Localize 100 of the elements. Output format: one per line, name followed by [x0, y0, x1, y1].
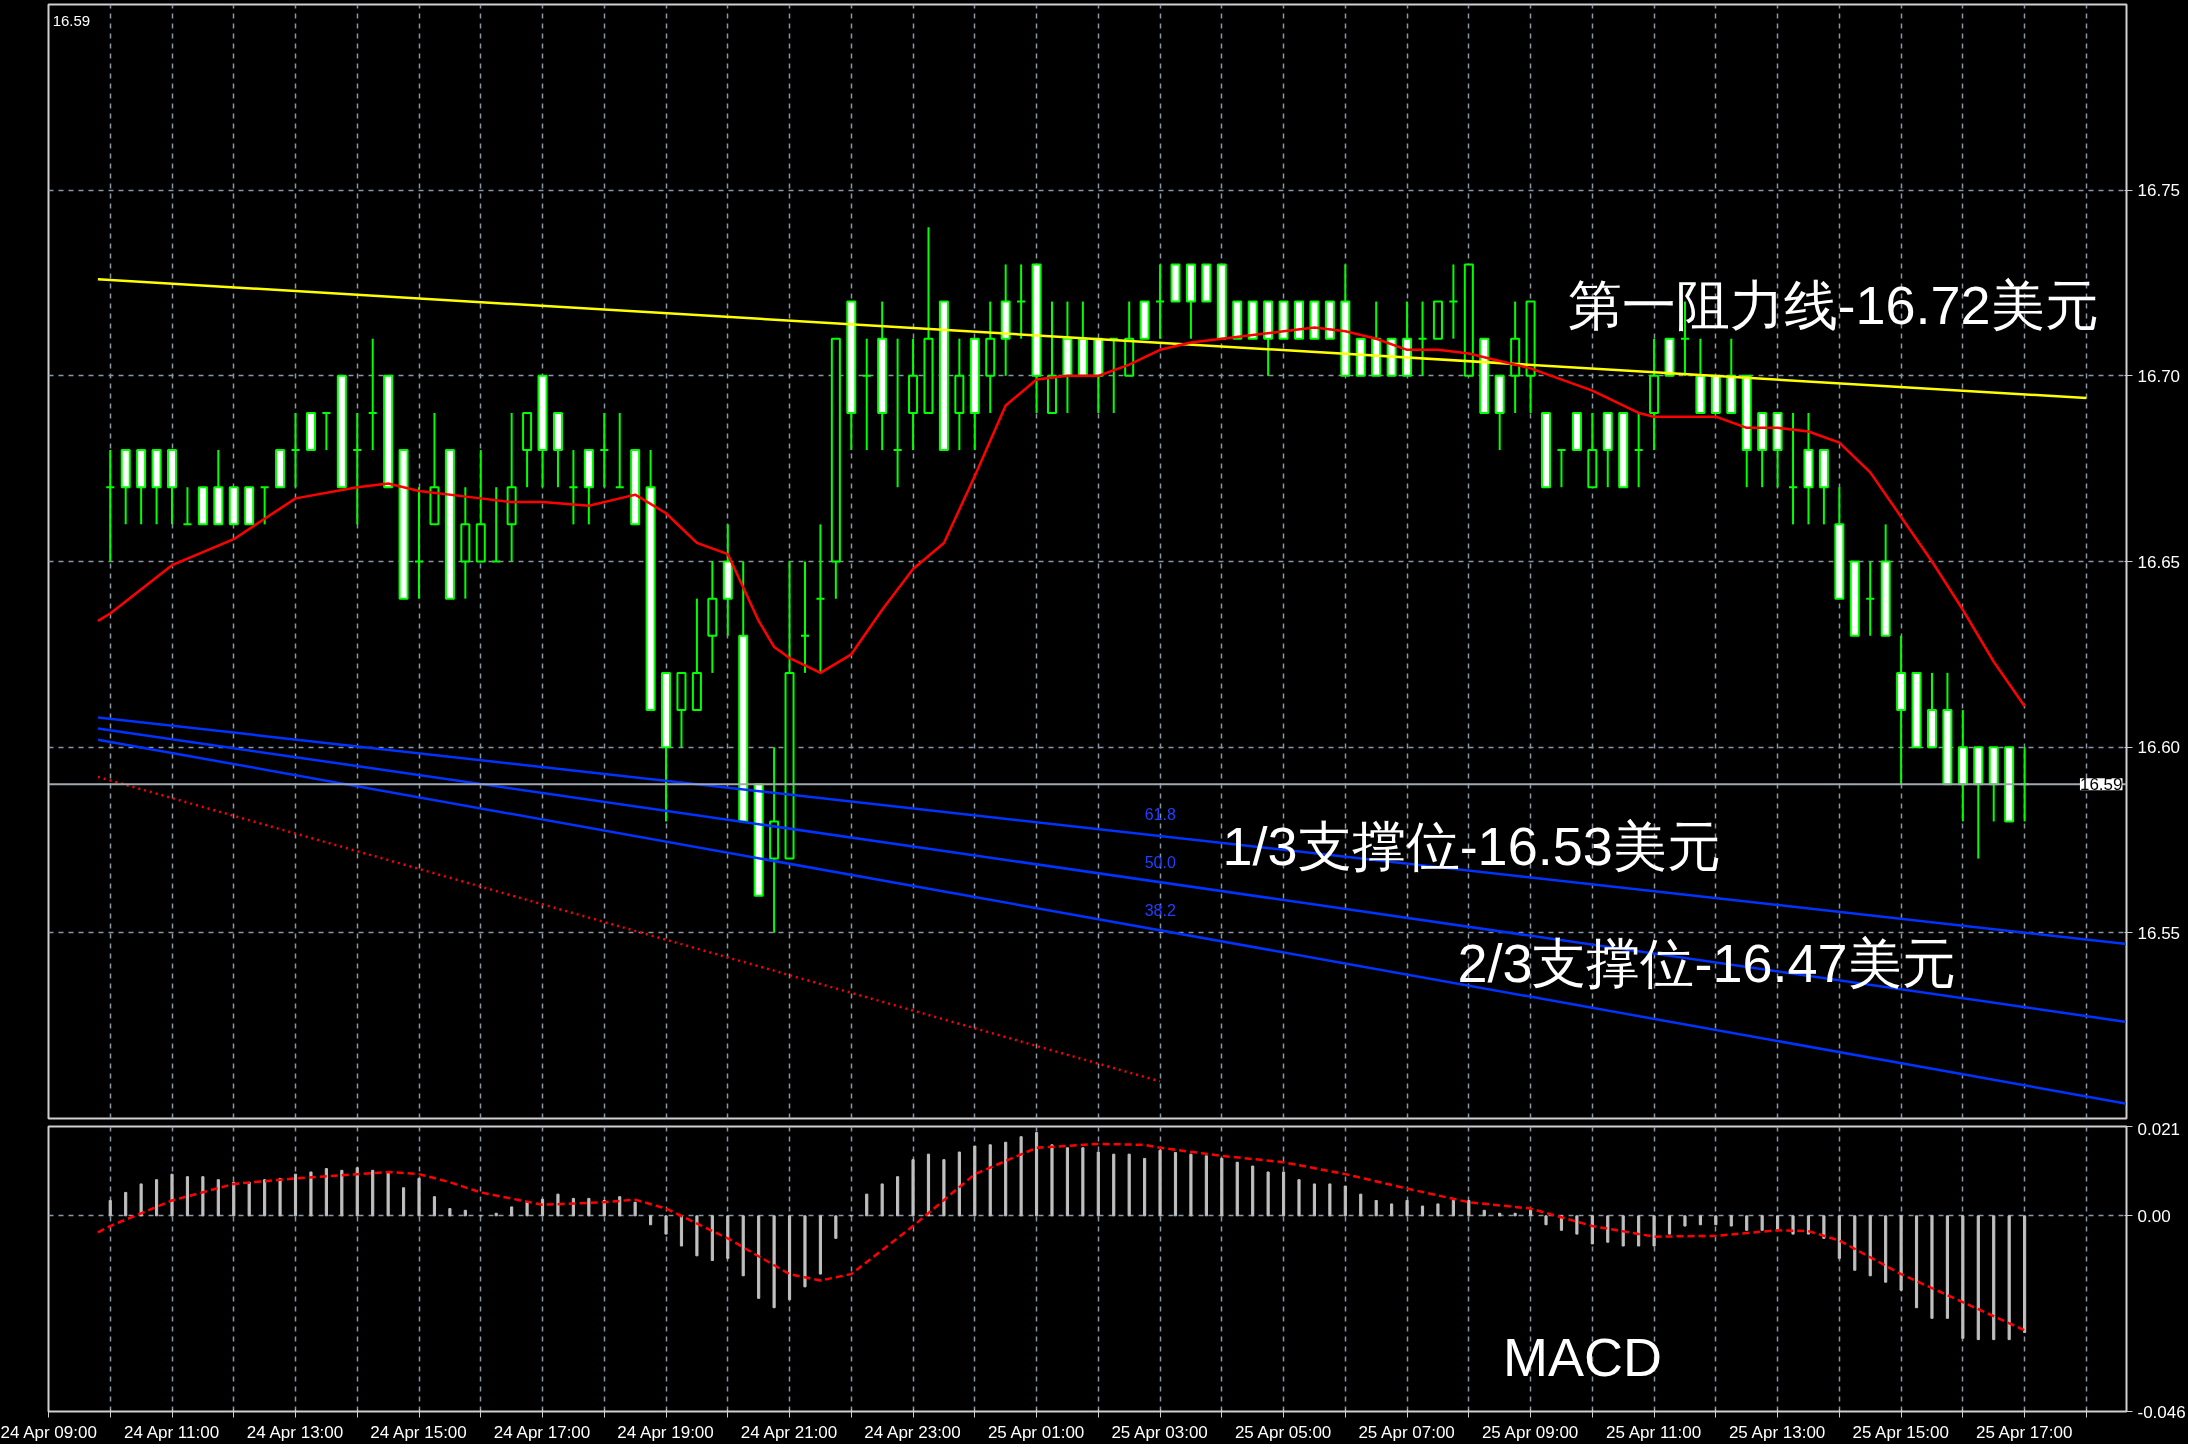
bar	[1837, 1215, 1841, 1259]
y-tick-label: 16.75	[2137, 181, 2181, 201]
bar	[1745, 1215, 1749, 1231]
bar	[803, 1215, 807, 1288]
bar	[1652, 1215, 1656, 1247]
bar	[1513, 1212, 1517, 1217]
bar	[216, 1179, 220, 1217]
bar	[1791, 1215, 1795, 1235]
bar	[170, 1173, 174, 1217]
bar	[1019, 1136, 1023, 1217]
bar	[402, 1187, 406, 1217]
bar	[1992, 1215, 1996, 1341]
bar	[1976, 1215, 1980, 1341]
bar	[1868, 1215, 1872, 1277]
bar	[1390, 1203, 1394, 1217]
bar	[1529, 1209, 1533, 1217]
bar	[726, 1215, 730, 1259]
bar	[957, 1151, 961, 1217]
annotation: 16.59	[52, 12, 91, 30]
bar	[1683, 1215, 1687, 1227]
bar	[525, 1201, 529, 1217]
bar	[324, 1168, 328, 1217]
y-tick-label: 0.00	[2137, 1206, 2171, 1226]
x-tick-label: 25 Apr 15:00	[1852, 1422, 1949, 1442]
bar	[1204, 1155, 1208, 1217]
annotation: 38.2	[1144, 902, 1176, 920]
bar	[926, 1153, 931, 1217]
y-tick-label: 0.021	[2137, 1119, 2181, 1139]
bar	[1606, 1215, 1610, 1243]
x-tick-label: 24 Apr 23:00	[864, 1422, 961, 1442]
bar	[911, 1159, 915, 1217]
bar	[1235, 1161, 1239, 1217]
bar	[1189, 1153, 1193, 1217]
y-tick-label: 16.60	[2137, 738, 2181, 758]
bar	[679, 1215, 684, 1247]
bar	[1621, 1215, 1625, 1247]
bar	[1884, 1215, 1888, 1283]
x-tick-label: 25 Apr 11:00	[1606, 1422, 1702, 1442]
bar	[124, 1191, 128, 1217]
bar	[1127, 1153, 1131, 1217]
x-tick-label: 25 Apr 09:00	[1481, 1422, 1579, 1442]
bar	[772, 1215, 776, 1309]
bar	[695, 1215, 699, 1257]
bar	[633, 1201, 637, 1217]
bar	[1297, 1179, 1301, 1217]
x-tick-label: 25 Apr 07:00	[1358, 1422, 1455, 1442]
bar	[880, 1183, 884, 1217]
bar	[988, 1144, 992, 1217]
bar	[1899, 1215, 1903, 1291]
bar	[1961, 1215, 1965, 1339]
bar	[896, 1176, 900, 1217]
bar	[1930, 1215, 1934, 1319]
bar	[1096, 1151, 1100, 1217]
x-tick-label: 24 Apr 13:00	[246, 1422, 344, 1442]
x-tick-label: 24 Apr 11:00	[123, 1422, 220, 1442]
bar	[1436, 1203, 1440, 1217]
bar	[1451, 1200, 1455, 1217]
bar	[386, 1171, 390, 1217]
bar	[556, 1193, 560, 1217]
bar	[1004, 1141, 1008, 1217]
ref-line-label: 16.59	[2079, 775, 2123, 795]
x-tick-label: 25 Apr 05:00	[1234, 1422, 1332, 1442]
x-tick-label: 24 Apr 15:00	[370, 1422, 467, 1442]
bar	[1467, 1200, 1471, 1217]
bar	[1312, 1183, 1317, 1217]
bar	[417, 1177, 421, 1217]
bar	[1637, 1215, 1641, 1247]
x-tick-label: 24 Apr 21:00	[740, 1422, 838, 1442]
bar	[757, 1215, 761, 1299]
bar	[371, 1169, 375, 1217]
bar	[1328, 1183, 1332, 1217]
bar	[185, 1176, 190, 1217]
bar	[1498, 1212, 1502, 1217]
annotation: 第一阻力线-16.72美元	[1567, 275, 2099, 336]
bar	[278, 1177, 282, 1217]
x-tick-label: 25 Apr 13:00	[1728, 1422, 1826, 1442]
x-tick-label: 24 Apr 19:00	[617, 1422, 714, 1442]
bar	[1034, 1131, 1039, 1217]
x-tick-label: 25 Apr 03:00	[1111, 1422, 1208, 1442]
bar	[263, 1179, 267, 1217]
bar	[432, 1196, 437, 1217]
bar	[1698, 1215, 1702, 1226]
bar	[494, 1212, 498, 1217]
y-tick-label: -0.046	[2137, 1402, 2186, 1422]
bar	[1729, 1215, 1733, 1227]
bar	[1853, 1215, 1857, 1271]
y-tick-label: 16.70	[2137, 366, 2181, 386]
bar	[201, 1176, 205, 1217]
annotation: 50.0	[1144, 854, 1176, 872]
bar	[247, 1181, 251, 1217]
bar	[510, 1206, 514, 1217]
bar	[1065, 1147, 1070, 1217]
bar	[1667, 1215, 1672, 1235]
bar	[1251, 1165, 1255, 1217]
bar	[787, 1215, 792, 1301]
bar	[1143, 1157, 1147, 1217]
y-tick-label: 16.55	[2137, 923, 2181, 943]
bar	[1112, 1153, 1116, 1217]
bar	[1482, 1209, 1486, 1217]
bar	[1374, 1200, 1378, 1217]
